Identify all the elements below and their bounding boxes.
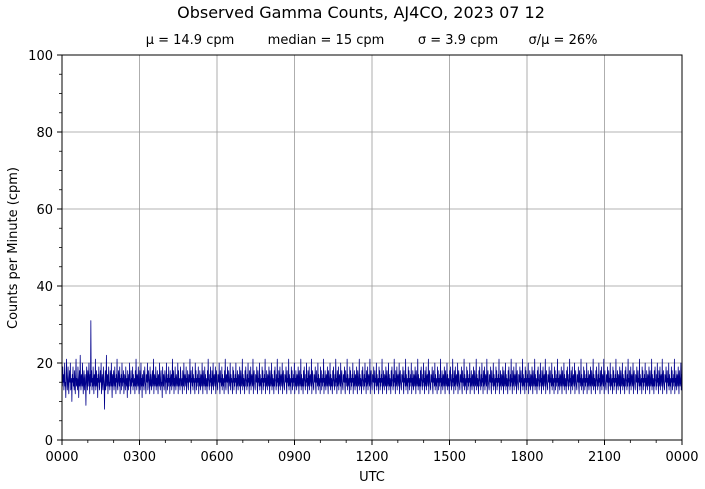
stat-sigma: σ = 3.9 cpm [418,33,498,48]
x-tick-label: 0000 [665,450,698,465]
x-tick-label: 1200 [355,450,388,465]
series-layer [61,320,683,410]
y-tick-label: 60 [36,203,53,218]
y-tick-label: 20 [36,357,53,372]
y-tick-label: 0 [45,434,53,449]
stat-mean: μ = 14.9 cpm [146,33,235,48]
gamma-count-series-line [61,320,683,410]
y-tick-label: 80 [36,126,53,141]
x-axis-label: UTC [359,470,385,485]
stat-median: median = 15 cpm [268,33,385,48]
x-tick-label: 0600 [200,450,233,465]
x-tick-label: 2100 [588,450,621,465]
x-tick-label: 0300 [123,450,156,465]
stat-cv: σ/μ = 26% [529,33,598,48]
y-axis-label: Counts per Minute (cpm) [6,167,21,329]
x-tick-label: 0000 [45,450,78,465]
x-tick-label: 0900 [278,450,311,465]
axis-ticks: 0000 0300 0600 0900 1200 1500 1800 2100 00000204… [28,49,698,465]
x-tick-label: 1500 [433,450,466,465]
grid-lines [62,55,682,440]
chart-title: Observed Gamma Counts, AJ4CO, 2023 07 12 [177,3,545,22]
x-tick-label: 1800 [510,450,543,465]
y-tick-label: 40 [36,280,53,295]
y-tick-label: 100 [28,49,53,64]
